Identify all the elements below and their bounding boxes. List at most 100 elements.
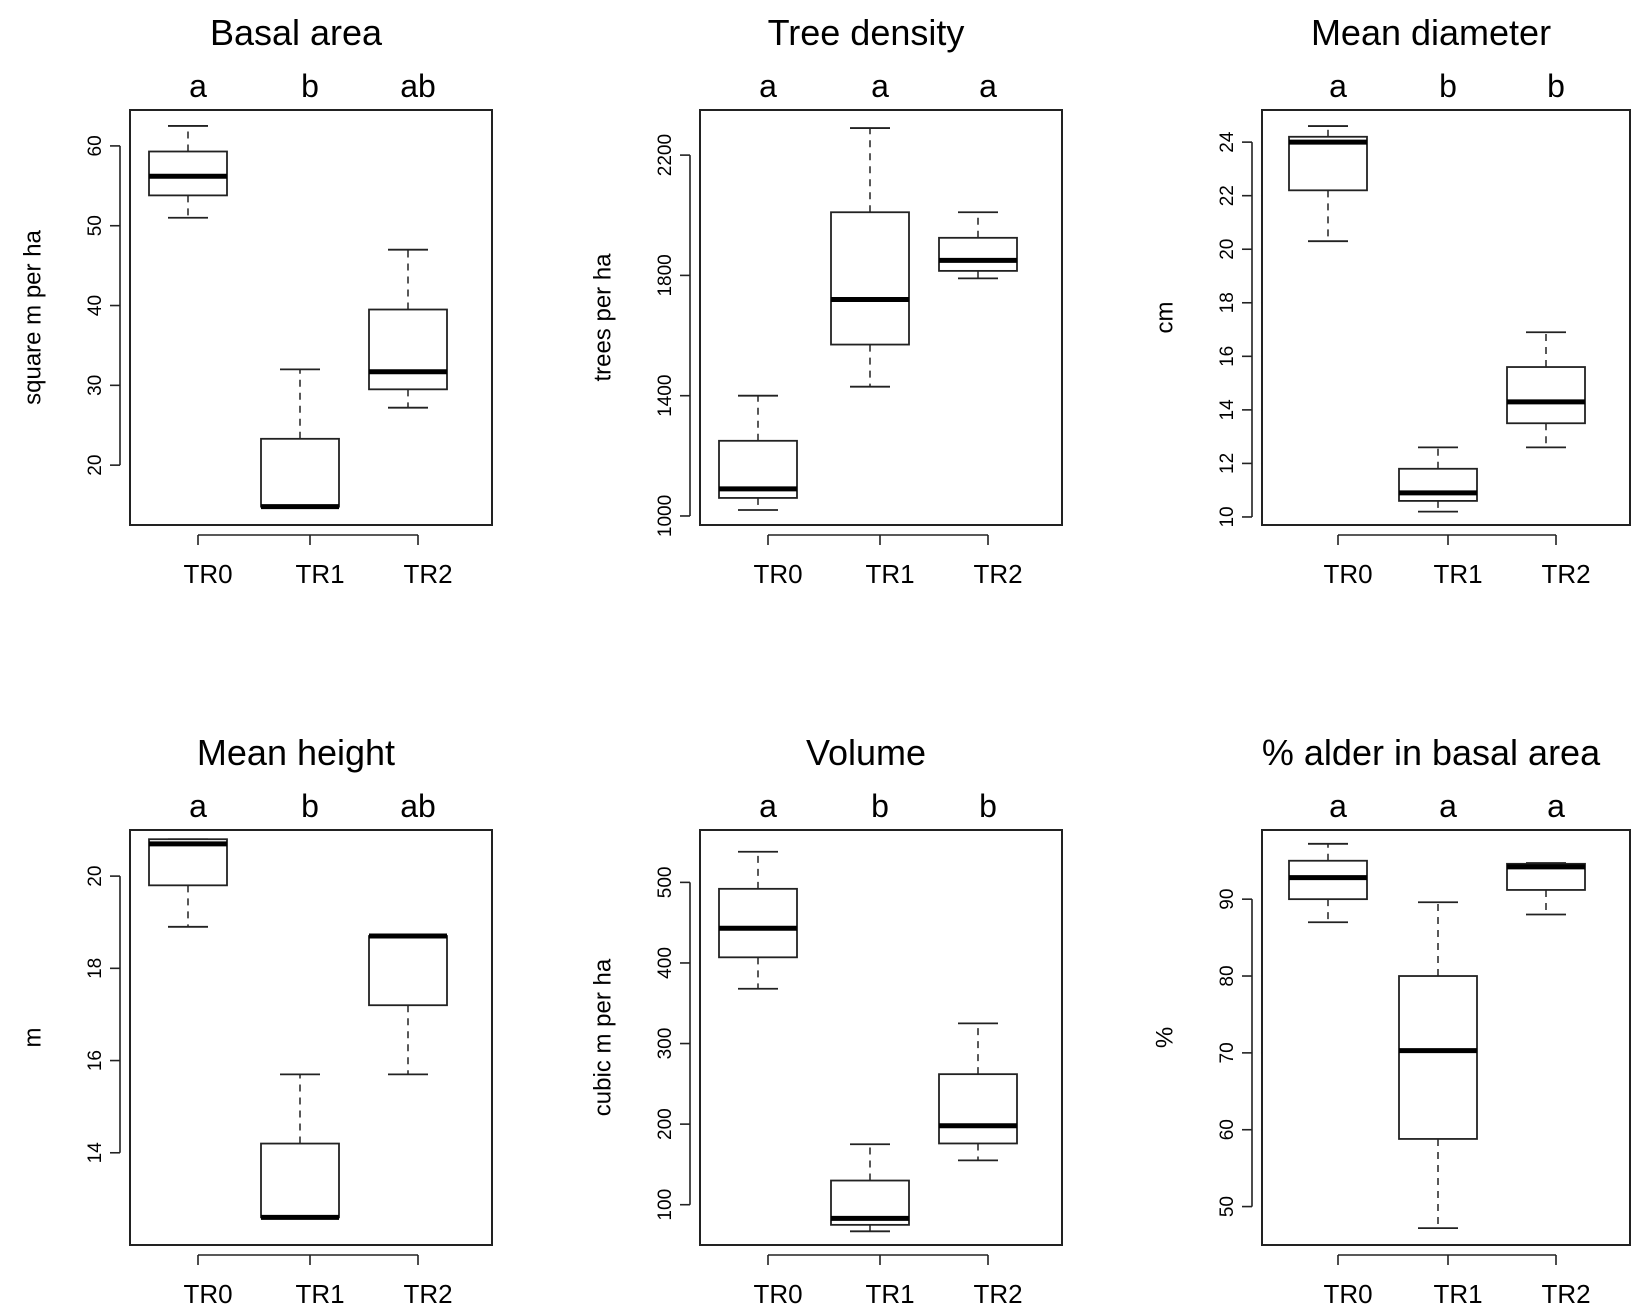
y-tick-label: 1000 [655, 495, 676, 537]
y-tick-label: 20 [85, 455, 106, 476]
plot-frame [129, 109, 493, 526]
significance-letter: b [1547, 68, 1565, 104]
iqr-box [830, 211, 910, 346]
iqr-box [368, 935, 448, 1007]
x-tick-label: TR2 [403, 1279, 452, 1309]
iqr-box [1398, 975, 1478, 1140]
panel-2: Tree density a a a 1000 1400 1800 2200 trees per… [589, 12, 1063, 589]
significance-letter: ab [400, 68, 436, 104]
y-tick-label: 80 [1217, 965, 1238, 986]
panel-title: % alder in basal area [1262, 732, 1601, 773]
y-tick-label: 1400 [655, 375, 676, 417]
y-tick-label: 30 [85, 375, 106, 396]
iqr-box [938, 1073, 1018, 1145]
significance-letter: ab [400, 788, 436, 824]
significance-letter: a [1329, 788, 1347, 824]
x-tick-label: TR2 [1541, 1279, 1590, 1309]
significance-letter: a [759, 788, 777, 824]
y-tick-label: 60 [85, 135, 106, 156]
x-tick-label: TR1 [865, 559, 914, 589]
y-tick-label: 14 [85, 1142, 106, 1164]
y-tick-label: 20 [85, 866, 106, 887]
y-axis-label: m [19, 1028, 46, 1048]
y-tick-label: 400 [655, 947, 676, 979]
y-tick-label: 2200 [655, 134, 676, 176]
box-TR1 [1398, 446, 1478, 513]
iqr-box [1506, 366, 1586, 425]
plot-frame [1261, 829, 1631, 1246]
x-tick-label: TR1 [865, 1279, 914, 1309]
significance-letter: b [301, 788, 319, 824]
box-TR2 [938, 211, 1018, 280]
y-tick-label: 14 [1217, 399, 1238, 421]
box-TR1 [1398, 901, 1478, 1229]
panel-title: Volume [806, 732, 926, 773]
box-TR1 [830, 1143, 910, 1233]
significance-letter: a [189, 788, 207, 824]
y-tick-label: 300 [655, 1028, 676, 1060]
box-TR0 [148, 125, 228, 219]
box-TR1 [260, 1073, 340, 1220]
iqr-box [1398, 467, 1478, 502]
iqr-box [938, 236, 1018, 272]
y-axis-label: trees per ha [589, 253, 616, 382]
box-TR0 [1288, 842, 1368, 924]
x-tick-label: TR0 [183, 559, 232, 589]
significance-letter: a [979, 68, 997, 104]
y-tick-label: 1800 [655, 254, 676, 296]
iqr-box [148, 838, 228, 887]
y-tick-label: 40 [85, 295, 106, 316]
panel-title: Mean height [197, 732, 395, 773]
significance-letter: a [189, 68, 207, 104]
iqr-box [718, 887, 798, 959]
x-tick-label: TR1 [1433, 1279, 1482, 1309]
plot-frame [699, 109, 1063, 526]
iqr-box [368, 308, 448, 391]
significance-letter: a [871, 68, 889, 104]
significance-letter: b [301, 68, 319, 104]
plot-frame [699, 829, 1063, 1246]
box-TR2 [368, 933, 448, 1076]
x-tick-label: TR1 [1433, 559, 1482, 589]
y-tick-label: 12 [1217, 453, 1238, 474]
significance-letter: b [871, 788, 889, 824]
plot-frame [129, 829, 493, 1246]
y-tick-label: 16 [1217, 346, 1238, 367]
panel-3: Mean diameter a b b 10 12 14 16 18 20 22 24 cm TR0 TR1… [1151, 12, 1631, 589]
x-tick-label: TR0 [1323, 1279, 1372, 1309]
y-tick-label: 50 [85, 215, 106, 236]
y-tick-label: 60 [1217, 1119, 1238, 1140]
x-tick-label: TR1 [295, 559, 344, 589]
x-tick-label: TR2 [973, 1279, 1022, 1309]
significance-letter: a [1439, 788, 1457, 824]
y-tick-label: 200 [655, 1108, 676, 1140]
significance-letter: a [1329, 68, 1347, 104]
y-tick-label: 20 [1217, 239, 1238, 260]
panel-title: Basal area [210, 12, 383, 53]
iqr-box [148, 150, 228, 197]
y-tick-label: 100 [655, 1189, 676, 1221]
y-axis-label: cubic m per ha [589, 958, 616, 1116]
x-tick-label: TR0 [183, 1279, 232, 1309]
x-tick-label: TR2 [403, 559, 452, 589]
significance-letter: b [979, 788, 997, 824]
box-TR0 [718, 394, 798, 511]
panel-title: Mean diameter [1311, 12, 1551, 53]
y-tick-label: 10 [1217, 506, 1238, 527]
box-TR0 [718, 850, 798, 990]
box-TR2 [1506, 331, 1586, 449]
y-axis-label: % [1151, 1027, 1178, 1048]
x-tick-label: TR2 [973, 559, 1022, 589]
box-TR1 [260, 368, 340, 510]
y-tick-label: 90 [1217, 889, 1238, 910]
y-tick-label: 22 [1217, 185, 1238, 206]
y-axis-label: cm [1151, 302, 1178, 334]
plot-frame [1261, 109, 1631, 526]
box-TR2 [938, 1022, 1018, 1162]
x-tick-label: TR0 [753, 1279, 802, 1309]
y-tick-label: 16 [85, 1050, 106, 1071]
